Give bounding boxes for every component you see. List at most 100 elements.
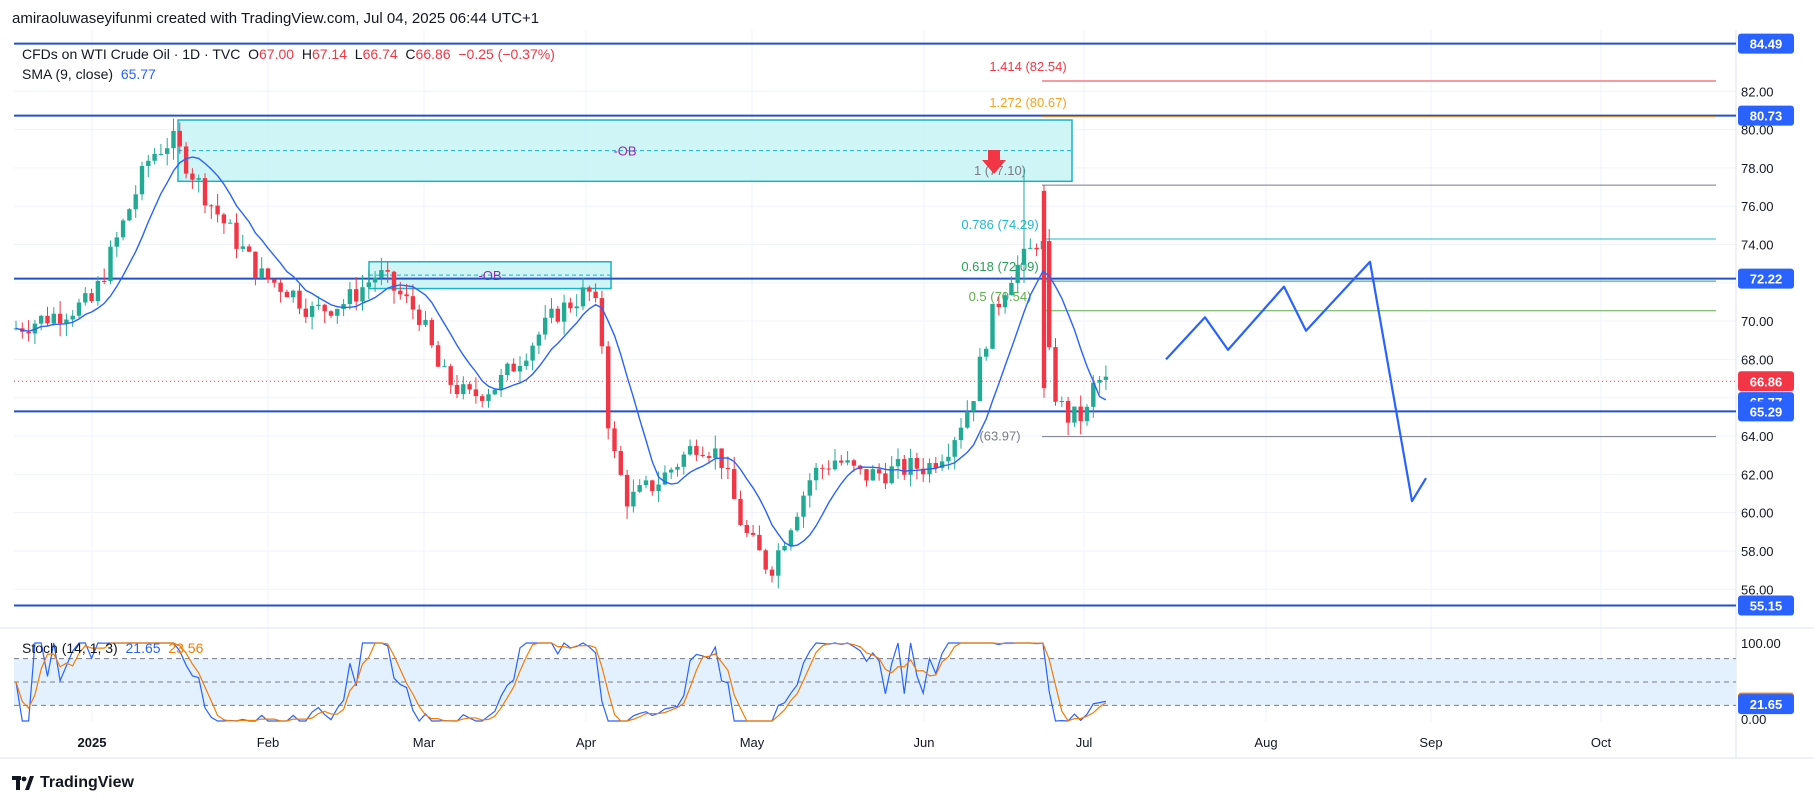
price-tick-label: 64.00 [1741, 429, 1774, 444]
candle-body [1034, 247, 1039, 250]
sma-label[interactable]: SMA (9, close) [22, 66, 114, 82]
candle-body [177, 130, 182, 147]
stoch-badge-bg [1738, 694, 1794, 715]
candle-body [39, 315, 44, 324]
candle-body [889, 466, 894, 484]
candle-body [536, 334, 542, 346]
tradingview-logo-icon [12, 776, 34, 790]
candle-body [190, 173, 195, 180]
candle-body [914, 458, 920, 469]
candle-body [360, 287, 365, 302]
order-block-label: -OB [613, 144, 636, 159]
candle-body [215, 205, 220, 215]
candle-body [606, 346, 611, 429]
stoch-d-line [15, 642, 1107, 722]
candle-body [486, 394, 491, 401]
arrow-shaft [988, 150, 1000, 162]
price-label-badge: 55.15 [1738, 595, 1794, 616]
candle-body [209, 205, 214, 207]
time-tick-label: Feb [257, 735, 279, 750]
candle-body [291, 290, 296, 298]
sma-line [15, 156, 1107, 547]
time-tick-label: Apr [576, 735, 597, 750]
candle-body [939, 461, 945, 468]
candle-body [1059, 401, 1064, 403]
candle-body [417, 309, 422, 325]
candle-body [404, 294, 409, 297]
candle-body [662, 472, 668, 485]
candle-body [593, 291, 598, 299]
footer-brand[interactable]: TradingView [12, 774, 134, 792]
time-tick-label: 2025 [78, 735, 107, 750]
candle-body [713, 448, 718, 458]
time-tick-label: Mar [413, 735, 436, 750]
candle-body [637, 485, 642, 492]
high-label: H [301, 46, 312, 62]
candle-body [303, 308, 308, 317]
price-label-badge: 80.73 [1738, 105, 1794, 126]
candle-body [114, 237, 119, 247]
candle-body [511, 363, 516, 372]
candle-body [820, 467, 825, 469]
candle-body [530, 345, 535, 361]
price-label-badge: 65.29 [1738, 401, 1794, 422]
close-label: C [405, 46, 416, 62]
candle-body [108, 246, 113, 282]
open-value: 67.00 [259, 46, 295, 62]
candle-body [278, 282, 283, 292]
candle-body [423, 319, 428, 325]
candle-body [675, 466, 680, 470]
fib-level-label: 0.5 (70.54) [969, 289, 1032, 304]
candle-body [977, 356, 983, 402]
candle-body [379, 270, 384, 278]
price-badge-bg [1738, 595, 1794, 616]
time-tick-label: Oct [1591, 735, 1612, 750]
candle-body [984, 348, 989, 357]
candle-body [57, 313, 63, 324]
candle-body [410, 296, 416, 310]
candle-body [1041, 190, 1047, 389]
fib-level: 1 (77.10) [974, 163, 1716, 186]
candle-body [832, 460, 838, 470]
candle-body [372, 277, 378, 283]
candle-body [133, 194, 138, 210]
price-tick-label: 78.00 [1741, 161, 1774, 176]
candle-body [366, 282, 371, 288]
stoch-tick-label: 100.00 [1741, 636, 1781, 651]
price-badge-text: 65.29 [1750, 404, 1783, 419]
symbol-name[interactable]: CFDs on WTI Crude Oil · 1D · TVC [22, 46, 241, 62]
candle-body [876, 469, 882, 474]
candle-body [1009, 282, 1014, 296]
stoch-label[interactable]: Stoch (14, 1, 3) [22, 640, 118, 656]
candle-body [480, 396, 485, 401]
candle-body [769, 569, 775, 576]
candle-body [246, 246, 252, 252]
price-tick-label: 58.00 [1741, 544, 1774, 559]
candle-body [549, 308, 554, 318]
stoch-tick-label: 0.00 [1741, 712, 1766, 727]
candle-body [870, 469, 875, 481]
projection-path [1165, 260, 1427, 503]
candle-body [618, 451, 623, 475]
candle-body [228, 222, 233, 224]
candle-body [461, 384, 466, 395]
candle-body [895, 459, 901, 467]
candle-body [744, 525, 749, 533]
stoch-value-badge: 21.65 [1738, 694, 1794, 715]
candle-body [845, 460, 850, 463]
candle-body [196, 178, 201, 180]
fib-level-label: (63.97) [979, 429, 1020, 444]
candle-body [1047, 241, 1052, 348]
candle-body [146, 160, 151, 167]
candle-body [795, 516, 800, 531]
candle-body [398, 290, 403, 295]
candle-body [265, 268, 271, 280]
candle-body [952, 440, 957, 457]
candle-body [555, 308, 560, 322]
candle-body [902, 459, 907, 475]
candle-body [681, 454, 686, 467]
candle-body [335, 308, 340, 316]
candle-body [272, 279, 277, 283]
candle-body [1002, 295, 1008, 308]
